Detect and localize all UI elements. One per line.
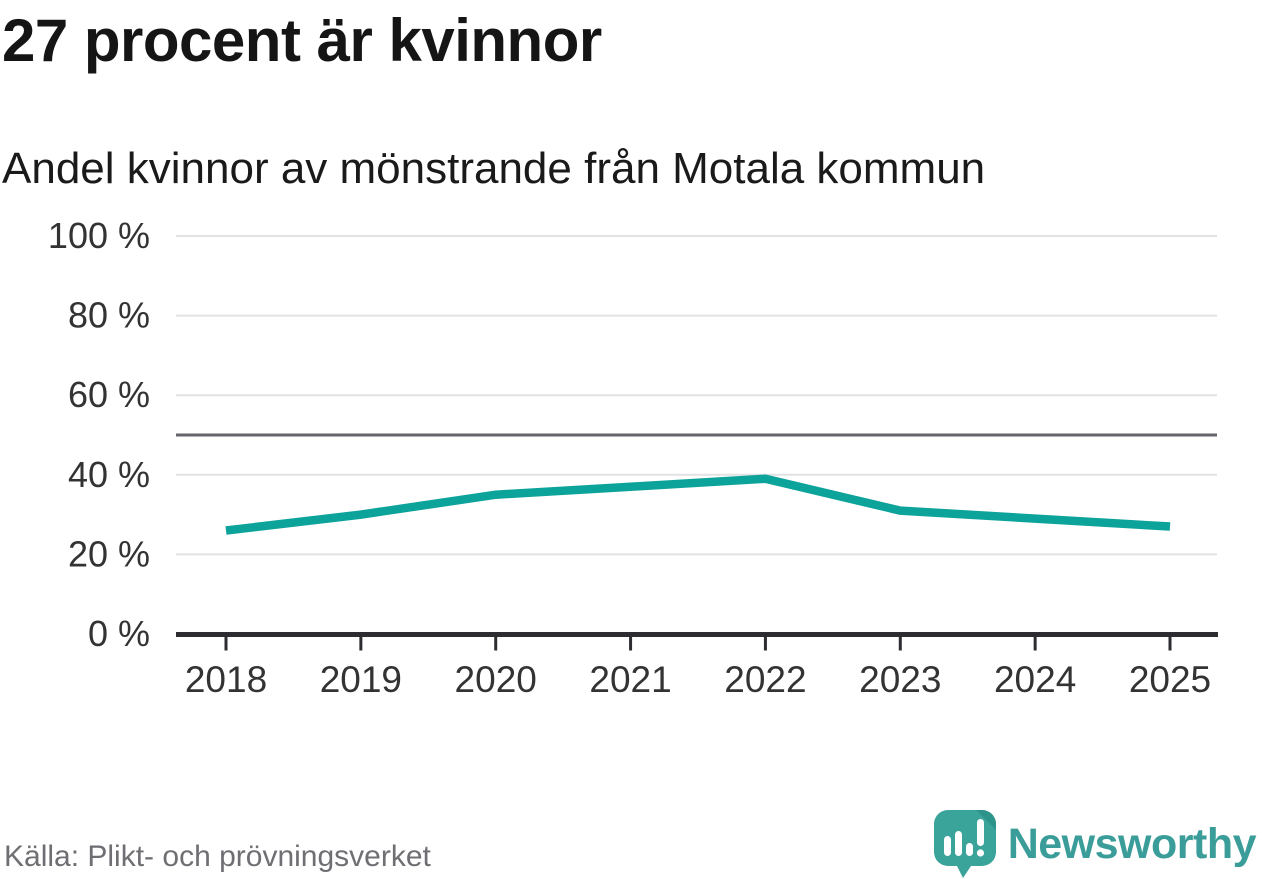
y-axis-label-0: 0 %: [88, 613, 150, 654]
newsworthy-logo: Newsworthy: [933, 810, 1257, 878]
y-axis-label-100: 100 %: [48, 215, 150, 256]
newsworthy-wordmark: Newsworthy: [1007, 819, 1257, 868]
y-axis-label-60: 60 %: [68, 374, 150, 415]
source-note: Källa: Plikt- och prövningsverket: [4, 840, 431, 873]
x-axis-label-2023: 2023: [859, 659, 941, 700]
chart-subtitle: Andel kvinnor av mönstrande från Motala …: [2, 144, 986, 193]
x-axis-label-2020: 2020: [455, 659, 537, 700]
x-axis-label-2021: 2021: [589, 659, 671, 700]
newsworthy-bubble-chart-icon: [933, 810, 996, 878]
y-axis-label-20: 20 %: [68, 533, 150, 574]
x-axis-label-2022: 2022: [724, 659, 806, 700]
x-axis-label-2025: 2025: [1129, 659, 1211, 700]
x-axis-label-2019: 2019: [320, 659, 402, 700]
data-line-andel-kvinnor: [225, 474, 1171, 535]
y-axis-label-80: 80 %: [68, 295, 150, 336]
y-axis-label-40: 40 %: [68, 454, 150, 495]
chart-title: 27 procent är kvinnor: [2, 7, 602, 74]
x-axis-label-2018: 2018: [185, 659, 267, 700]
x-axis-label-2024: 2024: [994, 659, 1076, 700]
